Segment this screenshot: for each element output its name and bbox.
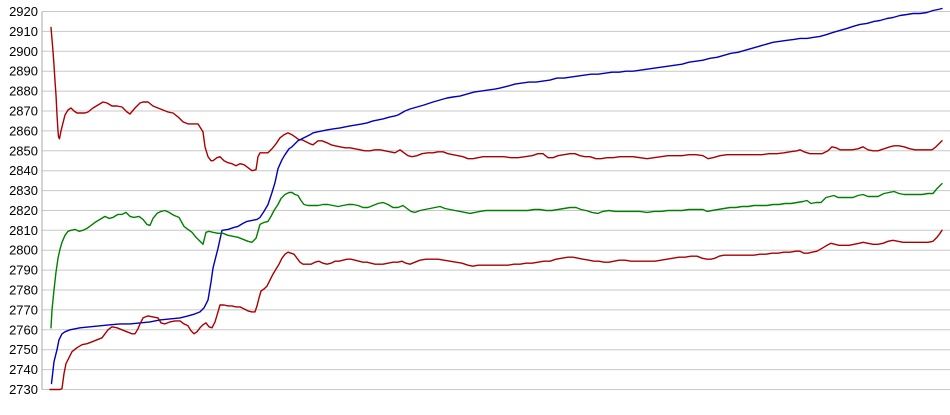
- y-axis-label: 2820: [9, 203, 38, 218]
- y-axis-label: 2870: [9, 104, 38, 119]
- y-axis-label: 2890: [9, 64, 38, 79]
- y-axis-label: 2760: [9, 322, 38, 337]
- y-axis-label: 2810: [9, 223, 38, 238]
- y-axis-label: 2840: [9, 163, 38, 178]
- y-axis-label: 2730: [9, 382, 38, 397]
- series-green: [50, 182, 943, 329]
- y-axis-label: 2880: [9, 84, 38, 99]
- y-axis-label: 2850: [9, 143, 38, 158]
- y-axis-label: 2800: [9, 243, 38, 258]
- series-blue: [50, 7, 943, 385]
- y-axis-label: 2750: [9, 342, 38, 357]
- series-red-upper: [50, 26, 943, 172]
- y-axis-tick-labels: 2920 2910 2900 2890 2880 2870 2860 2850 2840 2830…: [9, 4, 38, 397]
- gridlines: [42, 11, 950, 390]
- y-axis-label: 2790: [9, 263, 38, 278]
- y-axis-label: 2920: [9, 4, 38, 19]
- y-axis-label: 2780: [9, 283, 38, 298]
- y-axis-label: 2860: [9, 123, 38, 138]
- series-red-lower: [49, 229, 943, 391]
- y-axis-label: 2900: [9, 44, 38, 59]
- y-axis-label: 2830: [9, 183, 38, 198]
- y-axis-label: 2910: [9, 24, 38, 39]
- y-axis-label: 2770: [9, 302, 38, 317]
- y-axis-label: 2740: [9, 362, 38, 377]
